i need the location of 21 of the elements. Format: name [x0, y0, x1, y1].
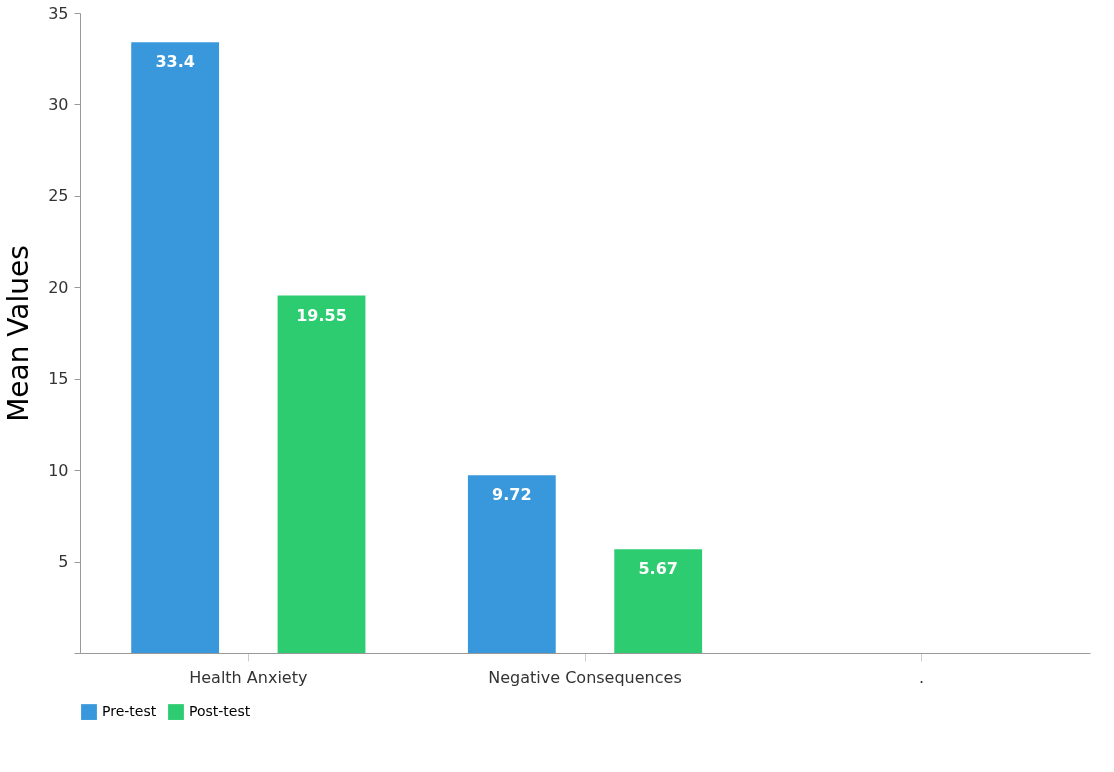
y-tick-label: 30 — [48, 94, 69, 114]
x-tick-label: Negative Consequences — [488, 667, 682, 687]
y-tick-label: 25 — [48, 186, 69, 206]
legend-label: Pre-test — [102, 703, 157, 720]
legend-label: Post-test — [189, 703, 251, 720]
data-label: 9.72 — [492, 485, 532, 505]
data-label: 33.4 — [155, 52, 195, 72]
y-tick-label: 5 — [58, 552, 69, 572]
bar — [277, 295, 366, 653]
y-tick-label: 20 — [48, 277, 69, 297]
x-tick-label: Health Anxiety — [189, 667, 308, 687]
y-tick-label: 10 — [48, 460, 69, 480]
x-tick-label: . — [919, 667, 925, 687]
y-tick-label: 15 — [48, 369, 69, 389]
bar — [131, 42, 220, 653]
data-label: 5.67 — [638, 559, 678, 579]
y-tick-label: 35 — [48, 3, 69, 23]
data-label: 19.55 — [296, 305, 347, 325]
bar — [614, 549, 703, 653]
bar — [467, 475, 556, 653]
y-axis-title: Mean Values — [2, 245, 36, 422]
